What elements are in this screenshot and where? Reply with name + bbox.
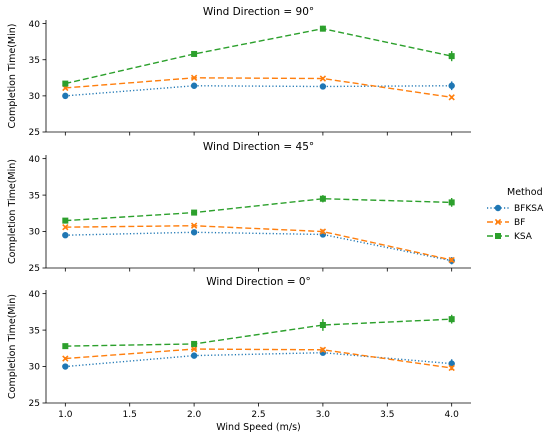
data-point — [319, 75, 327, 82]
series-ksa — [62, 195, 455, 224]
series-bfksa — [62, 81, 455, 100]
data-point — [62, 80, 69, 87]
series-line — [65, 231, 452, 262]
panel-title: Wind Direction = 45° — [203, 141, 314, 153]
x-axis-label: Wind Speed (m/s) — [216, 422, 301, 433]
data-point — [319, 321, 326, 328]
x-tick-label: 2.0 — [187, 410, 202, 420]
data-point — [448, 364, 455, 372]
data-point — [62, 355, 69, 362]
y-tick-label: 30 — [29, 228, 41, 238]
legend-entry-bfksa: BFKSA — [487, 204, 544, 214]
data-point — [319, 346, 327, 353]
series-ksa — [62, 314, 455, 350]
x-tick-label: 3.5 — [380, 410, 394, 420]
legend-label: BF — [514, 218, 525, 228]
legend-title: Method — [507, 187, 543, 198]
series-ksa — [62, 25, 455, 87]
data-point — [190, 352, 198, 359]
data-point — [448, 360, 455, 367]
data-point — [448, 82, 455, 89]
legend-entry-bf: BF — [487, 218, 525, 228]
data-point — [62, 343, 69, 350]
y-tick-label: 40 — [29, 290, 41, 300]
series-line — [65, 351, 452, 368]
series-bf — [62, 74, 455, 101]
series-bfksa — [62, 349, 455, 370]
series-bf — [62, 222, 455, 264]
series-line — [65, 77, 452, 99]
y-axis-label: Completion Time(Min) — [7, 159, 18, 264]
x-tick-label: 2.5 — [251, 410, 265, 420]
data-point — [319, 25, 326, 32]
y-tick-label: 35 — [29, 326, 40, 336]
y-tick-label: 30 — [29, 363, 41, 373]
x-tick-label: 1.5 — [123, 410, 137, 420]
series-line — [65, 85, 452, 97]
data-point — [190, 345, 198, 353]
panel-title: Wind Direction = 90° — [203, 6, 314, 18]
series-line — [65, 225, 452, 261]
y-tick-label: 25 — [29, 128, 40, 138]
panel-2: Wind Direction = 45° Completion Time(Min)… — [7, 141, 471, 274]
data-point — [319, 228, 327, 235]
data-point — [448, 199, 455, 206]
panel-title: Wind Direction = 0° — [206, 276, 311, 288]
y-tick-label: 35 — [29, 56, 40, 66]
panel-1: Wind Direction = 90° Completion Time(Min)… — [7, 6, 471, 138]
y-tick-label: 30 — [29, 92, 41, 102]
data-point — [190, 222, 198, 229]
y-axis-label: Completion Time(Min) — [7, 24, 18, 129]
data-point — [62, 92, 69, 100]
y-tick-label: 40 — [29, 155, 41, 165]
y-tick-label: 40 — [29, 20, 41, 30]
data-point — [190, 74, 198, 81]
data-point — [62, 231, 69, 239]
data-point — [448, 316, 455, 323]
y-axis-label: Completion Time(Min) — [7, 294, 18, 399]
data-point — [191, 209, 198, 216]
series-bfksa — [62, 229, 455, 265]
panel-3: Wind Direction = 0° Completion Time(Min) 2… — [7, 276, 471, 420]
y-tick-label: 35 — [29, 191, 40, 201]
series-line — [65, 198, 452, 222]
data-point — [190, 229, 198, 236]
data-point — [319, 83, 327, 90]
legend-entry-ksa: KSA — [487, 232, 533, 242]
data-point — [448, 256, 455, 264]
data-point — [191, 340, 198, 347]
y-tick-label: 25 — [29, 399, 40, 409]
series-bf — [62, 345, 455, 372]
series-line — [65, 27, 452, 85]
x-tick-label: 3.0 — [316, 410, 331, 420]
data-point — [190, 82, 198, 89]
legend-label: KSA — [514, 232, 533, 242]
data-point — [62, 217, 69, 224]
y-tick-label: 25 — [29, 264, 40, 274]
legend-marker — [495, 233, 501, 239]
data-point — [191, 50, 198, 57]
data-point — [62, 363, 69, 370]
x-tick-label: 4.0 — [445, 410, 460, 420]
data-point — [448, 94, 455, 101]
legend-marker — [494, 204, 502, 212]
series-line — [65, 348, 452, 369]
data-point — [62, 224, 69, 231]
data-point — [319, 195, 326, 202]
x-tick-label: 1.0 — [58, 410, 73, 420]
legend-label: BFKSA — [514, 204, 544, 214]
data-point — [448, 53, 455, 60]
series-line — [65, 318, 452, 347]
legend-marker — [494, 218, 502, 226]
